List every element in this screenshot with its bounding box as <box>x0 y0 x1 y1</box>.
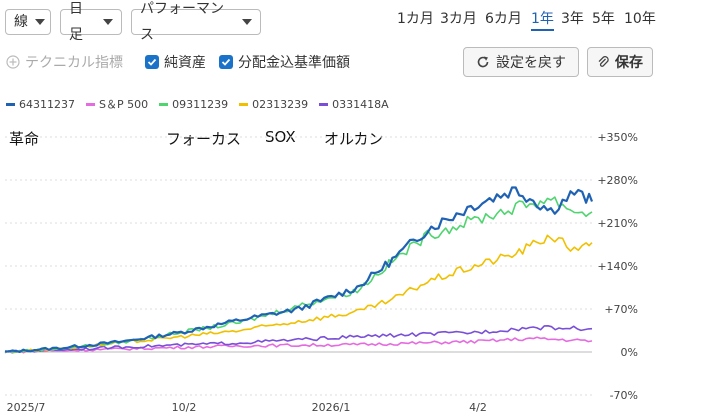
x-tick-label: 2025/7 <box>7 401 46 413</box>
interval-dropdown[interactable]: 日足 <box>60 1 122 43</box>
x-tick-label: 4/2 <box>469 401 487 413</box>
technical-label: テクニカル指標 <box>25 55 123 71</box>
period-3y[interactable]: 3年 <box>561 11 584 27</box>
y-tick-label: +280% <box>597 174 638 187</box>
legend-label: 02313239 <box>252 97 309 111</box>
chart-type-label: 線 <box>14 14 28 30</box>
legend-item[interactable]: 09311239 <box>159 98 228 111</box>
mode-label: パフォーマンス <box>140 1 224 43</box>
x-tick-label: 10/2 <box>172 401 197 413</box>
chart-type-dropdown[interactable]: 線 <box>5 9 51 35</box>
legend-swatch <box>6 102 15 106</box>
y-tick-label: +210% <box>597 217 638 230</box>
series-line-09311239 <box>4 196 593 354</box>
series-line-02313239 <box>4 234 593 354</box>
period-10y[interactable]: 10年 <box>624 11 656 27</box>
legend-label: 64311237 <box>19 97 75 111</box>
period-6m[interactable]: 6カ月 <box>485 11 522 27</box>
x-tick-label: 2026/1 <box>312 401 351 413</box>
reset-settings-button[interactable]: 設定を戻す <box>463 47 579 77</box>
y-tick-label: 0% <box>621 346 638 359</box>
legend-item[interactable]: S＆P 500 <box>86 96 148 112</box>
paperclip-icon <box>598 56 609 67</box>
y-tick-label: -70% <box>610 389 638 402</box>
legend-swatch <box>319 102 329 106</box>
legend-item[interactable]: 0331418A <box>319 98 389 111</box>
legend-item[interactable]: 64311237 <box>6 98 75 111</box>
checkbox-checked-icon <box>219 55 233 69</box>
interval-label: 日足 <box>69 1 83 43</box>
checkbox-checked-icon <box>145 55 159 69</box>
annotation-label: 革命 <box>9 130 40 148</box>
dividend-nav-label: 分配金込基準価額 <box>238 55 350 71</box>
y-tick-label: +140% <box>597 260 638 273</box>
net-assets-label: 純資産 <box>164 55 206 71</box>
dividend-nav-checkbox[interactable]: 分配金込基準価額 <box>219 52 350 72</box>
series-line-0331418A <box>4 324 593 354</box>
legend-swatch <box>239 102 249 106</box>
chevron-down-icon <box>35 19 45 25</box>
chart-legend: 64311237 S＆P 500 09311239 02313239 03314… <box>6 96 400 112</box>
legend-label: 0331418A <box>332 97 389 111</box>
period-3m[interactable]: 3カ月 <box>440 11 477 27</box>
annotation-label: SOX <box>265 128 296 146</box>
save-label: 保存 <box>615 55 643 71</box>
period-5y[interactable]: 5年 <box>592 11 615 27</box>
technical-indicators-toggle[interactable]: テクニカル指標 <box>6 52 123 72</box>
mode-dropdown[interactable]: パフォーマンス <box>131 1 261 43</box>
series-line-SP500 <box>4 336 593 354</box>
refresh-icon <box>477 56 489 68</box>
legend-swatch <box>159 102 169 106</box>
reset-label: 設定を戻す <box>496 55 566 71</box>
plus-circle-icon <box>6 55 20 69</box>
y-tick-label: +350% <box>597 131 638 144</box>
series-line-64311237 <box>4 186 594 353</box>
chevron-down-icon <box>103 19 113 25</box>
legend-label: S＆P 500 <box>99 98 149 111</box>
net-assets-checkbox[interactable]: 純資産 <box>145 52 206 72</box>
period-1m[interactable]: 1カ月 <box>397 11 434 27</box>
chevron-down-icon <box>242 19 252 25</box>
period-1y[interactable]: 1年 <box>531 8 554 31</box>
legend-item[interactable]: 02313239 <box>239 98 308 111</box>
save-button[interactable]: 保存 <box>587 47 653 77</box>
legend-label: 09311239 <box>172 97 229 111</box>
annotation-label: フォーカス <box>166 130 242 148</box>
legend-swatch <box>86 102 95 106</box>
annotation-label: オルカン <box>324 130 384 148</box>
y-tick-label: +70% <box>604 303 638 316</box>
